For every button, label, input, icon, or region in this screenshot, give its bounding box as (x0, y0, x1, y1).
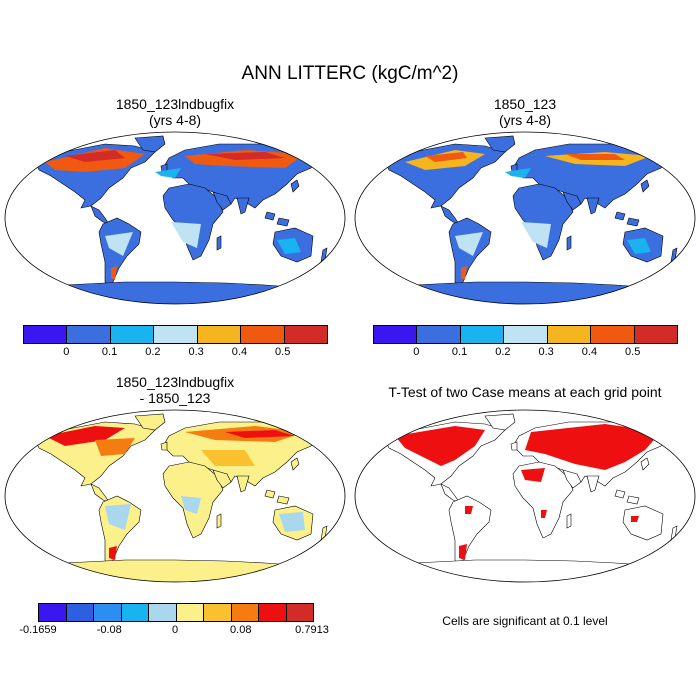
colorbar-tick-label: 0.1 (101, 346, 118, 358)
antarctica-3 (14, 559, 336, 582)
colorbar-panel-1 (23, 325, 328, 344)
panel-4-title: T-Test of two Case means at each grid po… (350, 384, 700, 400)
colorbar-swatch (110, 326, 155, 343)
colorbar-tick-label: 0.1 (451, 346, 468, 358)
map-panel-2 (354, 131, 696, 305)
colorbar-swatch (154, 326, 198, 343)
colorbar-tick-label: -0.1659 (19, 624, 57, 636)
panel-1-title-line2: (yrs 4-8) (148, 112, 202, 128)
colorbar-swatch (504, 326, 548, 343)
colorbar-swatch (149, 604, 177, 621)
high-litter-band-2 (405, 150, 651, 280)
panel-1-title-line1: 1850_123lndbugfix (115, 96, 235, 112)
colorbar-tick-label: 0.4 (581, 346, 598, 358)
colorbar-tick-label: 0 (171, 624, 179, 636)
panel-2-title-line2: (yrs 4-8) (498, 112, 552, 128)
significance-note: Cells are significant at 0.1 level (442, 614, 608, 628)
colorbar-tick-label: 0.3 (538, 346, 554, 358)
map-outline-3 (4, 409, 346, 583)
panel-2-title: 1850_123 (yrs 4-8) (375, 96, 675, 128)
colorbar-swatch (259, 604, 287, 621)
colorbar-tick-label: 0.08 (230, 624, 252, 636)
colorbar-swatch (94, 604, 122, 621)
colorbar-panel-2 (373, 325, 678, 344)
panel-3-title-line2: - 1850_123 (139, 390, 211, 406)
colorbar-tick-label: 0.5 (275, 346, 291, 358)
panel-3-title-line1: 1850_123lndbugfix (115, 374, 235, 390)
colorbar-swatch (121, 604, 149, 621)
colorbar-swatch (241, 326, 285, 343)
colorbar-swatch (67, 326, 111, 343)
panel-2-title-line1: 1850_123 (493, 96, 557, 112)
map-outline-4 (354, 409, 696, 583)
colorbar-tick-label: 0.5 (625, 346, 641, 358)
colorbar-tick-label: 0.2 (495, 346, 511, 358)
colorbar-tick-label: 0.7913 (295, 624, 329, 636)
map-panel-3 (4, 409, 346, 583)
colorbar-swatch (204, 604, 232, 621)
colorbar-swatch (374, 326, 418, 343)
map-outline-2 (354, 131, 696, 305)
high-litter-band-1 (45, 148, 305, 280)
colorbar-swatch (197, 326, 242, 343)
colorbar-swatch (24, 326, 68, 343)
map-panel-4 (354, 409, 696, 583)
antarctica-1 (14, 281, 336, 304)
colorbar-tick-label: 0.2 (145, 346, 161, 358)
colorbar-swatch (176, 604, 204, 621)
colorbar-swatch (634, 326, 677, 343)
colorbar-swatch (39, 604, 67, 621)
figure-title: ANN LITTERC (kgC/m^2) (241, 63, 459, 84)
panel-4-title-line1: T-Test of two Case means at each grid po… (388, 384, 662, 400)
colorbar-swatch (231, 604, 259, 621)
colorbar-swatch (284, 326, 327, 343)
colorbar-tick-label: 0 (413, 346, 420, 358)
antarctica-4 (364, 559, 686, 582)
panel-3-title: 1850_123lndbugfix - 1850_123 (25, 374, 325, 406)
colorbar-tick-label: 0 (63, 346, 70, 358)
colorbar-swatch (460, 326, 505, 343)
map-outline-1 (4, 131, 346, 305)
difference-pattern-3 (45, 426, 305, 560)
colorbar-tick-label: -0.08 (96, 624, 122, 636)
colorbar-panel-3 (38, 603, 314, 622)
colorbar-swatch (417, 326, 461, 343)
colorbar-swatch (66, 604, 94, 621)
panel-1-title: 1850_123lndbugfix (yrs 4-8) (25, 96, 325, 128)
colorbar-tick-label: 0.4 (231, 346, 248, 358)
antarctica-2 (364, 281, 686, 304)
colorbar-swatch (591, 326, 635, 343)
colorbar-swatch (286, 604, 313, 621)
colorbar-swatch (547, 326, 592, 343)
colorbar-tick-label: 0.3 (188, 346, 204, 358)
significant-cells-4 (395, 424, 661, 560)
map-panel-1 (4, 131, 346, 305)
